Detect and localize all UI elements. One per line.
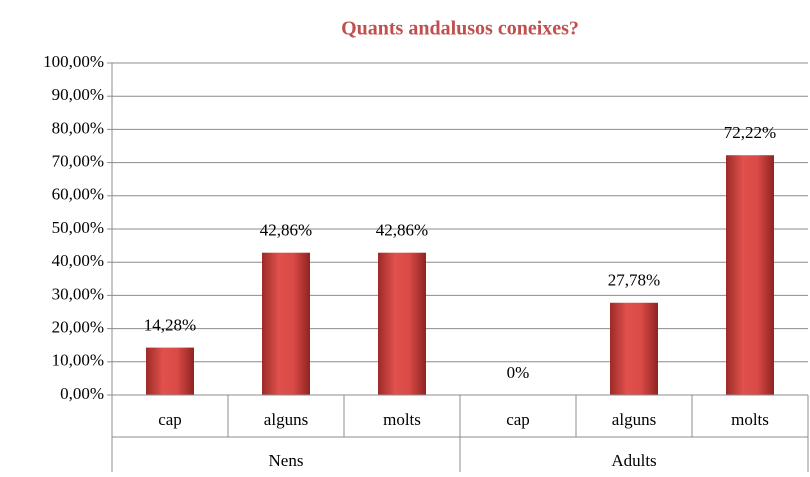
y-tick-label: 10,00% bbox=[52, 351, 104, 370]
x-tick-label: cap bbox=[158, 410, 182, 429]
bar bbox=[146, 347, 194, 395]
bar bbox=[262, 252, 310, 395]
y-tick-label: 30,00% bbox=[52, 284, 104, 303]
x-tick-label: molts bbox=[383, 410, 421, 429]
data-label: 0% bbox=[507, 363, 530, 382]
chart-title: Quants andalusos coneixes? bbox=[341, 18, 579, 40]
y-tick-label: 40,00% bbox=[52, 251, 104, 270]
data-label: 42,86% bbox=[260, 221, 312, 240]
y-tick-label: 100,00% bbox=[43, 52, 104, 71]
y-tick-label: 0,00% bbox=[60, 384, 104, 403]
bar bbox=[378, 252, 426, 395]
y-tick-label: 80,00% bbox=[52, 118, 104, 137]
y-tick-label: 20,00% bbox=[52, 318, 104, 337]
x-tick-label: cap bbox=[506, 410, 530, 429]
x-tick-label: alguns bbox=[612, 410, 656, 429]
data-label: 14,28% bbox=[144, 315, 196, 334]
x-tick-label: molts bbox=[731, 410, 769, 429]
group-label: Adults bbox=[611, 451, 656, 470]
group-label: Nens bbox=[269, 451, 304, 470]
bar bbox=[726, 155, 774, 395]
y-tick-label: 60,00% bbox=[52, 185, 104, 204]
y-tick-label: 50,00% bbox=[52, 218, 104, 237]
data-label: 27,78% bbox=[608, 271, 660, 290]
y-tick-label: 90,00% bbox=[52, 85, 104, 104]
data-label: 72,22% bbox=[724, 123, 776, 142]
y-tick-label: 70,00% bbox=[52, 152, 104, 171]
data-label: 42,86% bbox=[376, 221, 428, 240]
x-tick-label: alguns bbox=[264, 410, 308, 429]
bar bbox=[610, 302, 658, 395]
